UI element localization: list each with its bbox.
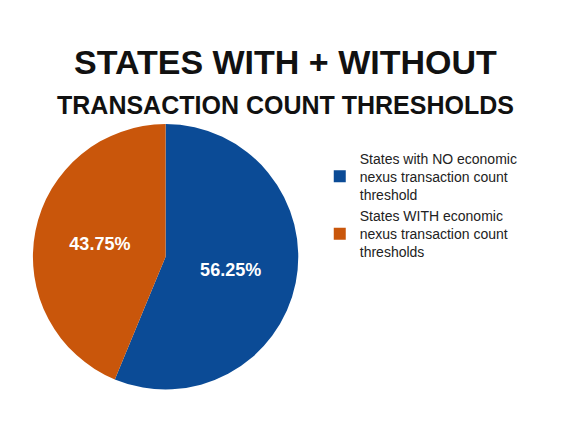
svg-text:43.75%: 43.75% (69, 234, 130, 254)
svg-text:States WITH economicnexus tran: States WITH economicnexus transaction co… (360, 208, 508, 260)
svg-text:States with NO economicnexus t: States with NO economicnexus transaction… (360, 151, 517, 203)
svg-text:TRANSACTION COUNT THRESHOLDS: TRANSACTION COUNT THRESHOLDS (57, 91, 514, 119)
svg-text:STATES WITH + WITHOUT: STATES WITH + WITHOUT (74, 43, 497, 81)
svg-text:56.25%: 56.25% (200, 260, 261, 280)
